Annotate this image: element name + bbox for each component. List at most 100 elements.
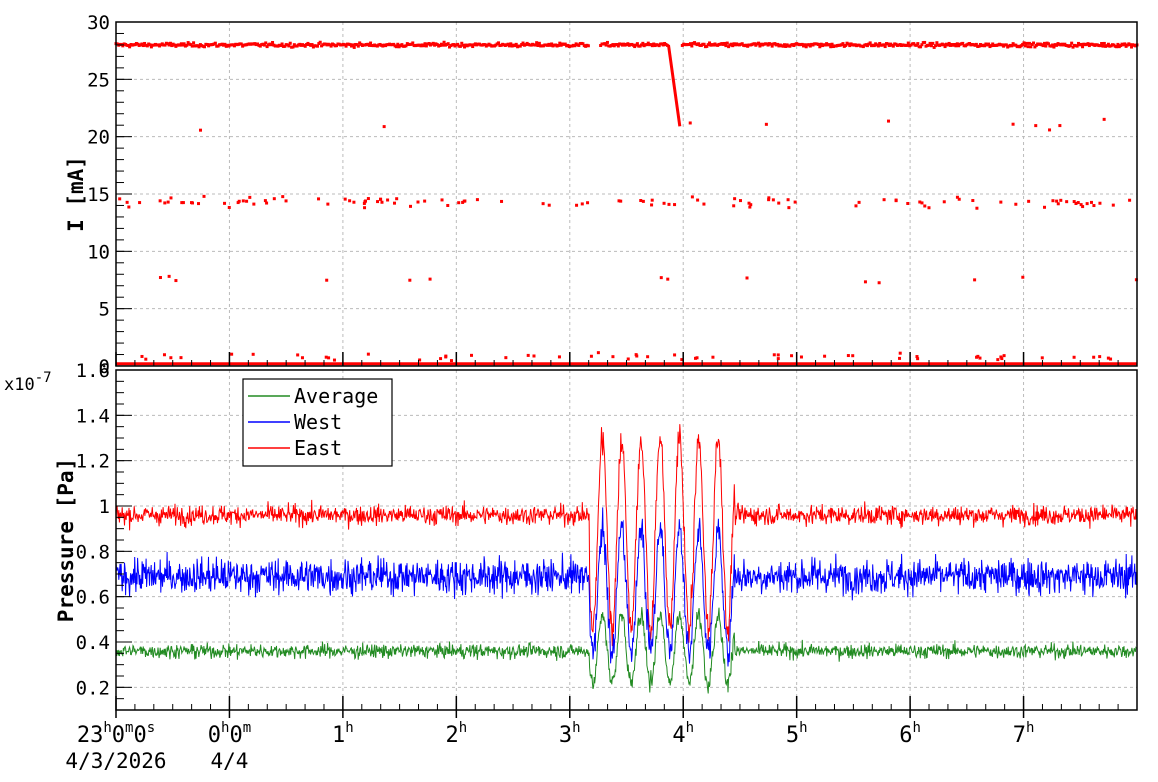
current-point [163,43,167,47]
current-outlier-point [662,201,666,205]
current-point [646,41,650,45]
current-point [702,42,706,46]
current-outlier-point [1072,200,1076,204]
current-point [1106,42,1110,46]
current-point [427,42,431,46]
current-point [167,43,171,47]
y-tick-label: 5 [99,299,110,321]
current-point [394,45,398,49]
current-outlier-point [202,194,206,198]
current-point [197,45,201,49]
current-outlier-point [942,200,946,204]
x-date-label: 4/4 [210,749,248,773]
current-outlier-point [694,356,698,360]
current-outlier-point [547,203,551,207]
current-point [932,45,936,49]
current-outlier-point [237,199,241,203]
current-outlier-point [418,358,422,362]
current-point [1023,44,1027,48]
current-outlier-point [650,203,654,207]
current-outlier-point [617,199,621,203]
current-point [846,42,850,46]
y-tick-label: 30 [87,12,110,34]
current-outlier-point [167,274,171,278]
pressure-panel: 0.2 0.4 0.6 0.8 1 1.2 1.4 1.6 Pressure [Pa] x10… [4,360,1138,711]
current-outlier-point [1089,200,1093,204]
current-point [310,43,314,47]
current-point [1027,41,1031,45]
current-outlier-point [416,200,420,204]
current-point [829,45,833,49]
current-point [769,42,773,46]
current-outlier-point [174,279,178,283]
pressure-axis-ticks: 0.2 0.4 0.6 0.8 1 1.2 1.4 1.6 [76,360,132,711]
current-outlier-point [978,356,982,360]
current-outlier-point [996,358,1000,362]
current-outlier-point [596,351,600,355]
current-outlier-point [1051,199,1055,203]
legend-label-west: West [294,410,342,434]
current-point [886,42,890,46]
current-point [288,41,292,45]
current-point [1055,43,1059,47]
current-point [509,42,513,46]
current-outlier-point [457,201,461,205]
current-point [355,43,359,47]
current-point [186,41,190,45]
current-point [955,42,959,46]
current-outlier-point [771,198,775,202]
current-point [558,41,562,45]
current-outlier-point [894,199,898,203]
current-point [556,43,560,47]
current-point [262,43,266,47]
current-point [830,42,834,46]
current-outlier-point [332,358,336,362]
current-outlier-point [190,201,194,205]
current-point [507,44,511,48]
tick-hours: 23 [77,723,104,748]
current-outlier-point [1092,355,1096,359]
exponent-power: -7 [35,370,52,386]
current-point [868,41,872,45]
current-point [232,44,236,48]
current-point [396,42,400,46]
current-point [461,43,465,47]
current-outlier-point [1092,204,1096,208]
current-point [604,43,608,47]
current-point [650,44,654,48]
current-outlier-point [973,278,977,282]
current-outlier-point [764,122,768,126]
current-point [149,45,153,49]
current-outlier-point [920,201,924,205]
current-point [581,42,585,46]
tick-minutes: 0 [229,723,242,748]
current-outlier-point [327,356,331,360]
current-point [724,44,728,48]
current-outlier-point [690,195,694,199]
current-outlier-point [475,198,479,202]
current-outlier-point [272,197,276,201]
current-point [351,43,355,47]
current-outlier-point [793,200,797,204]
current-point [460,41,464,45]
current-point [518,44,522,48]
current-outlier-point [162,353,166,357]
current-point [708,41,712,45]
pressure-series-west [115,507,1137,667]
current-outlier-point [300,356,304,360]
x-tick-label: 7h [1013,720,1035,748]
y-tick-label: 0.8 [76,541,110,563]
current-point [1051,43,1055,47]
current-point [1115,45,1119,49]
current-point [1130,45,1134,49]
y-tick-label: 0.2 [76,677,110,699]
current-point [942,43,946,47]
current-point [920,43,924,47]
current-outlier-point [776,353,780,357]
current-outlier-point [144,357,148,361]
current-point [905,43,909,47]
current-outlier-point [1034,124,1038,128]
current-point [947,41,951,45]
current-outlier-point [325,278,329,282]
current-point [914,43,918,47]
